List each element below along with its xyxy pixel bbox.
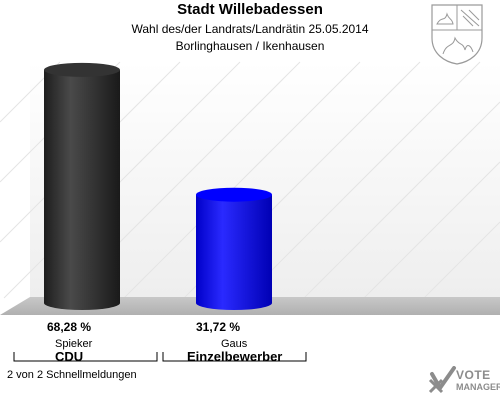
candidate-name-spieker: Spieker [55, 338, 93, 350]
vote-manager-logo: VOTE MANAGER [426, 366, 500, 400]
candidate-name-gaus: Gaus [221, 338, 248, 350]
vote-check-icon [428, 366, 456, 394]
party-label-cdu: CDU [55, 349, 84, 364]
brand-line2: MANAGER [456, 382, 500, 392]
bracket-einzelbewerber [162, 352, 307, 362]
brand-line1: VOTE [456, 368, 491, 382]
chart-subtitle: Wahl des/der Landrats/Landrätin 25.05.20… [131, 22, 369, 36]
footnote-reports: 2 von 2 Schnellmeldungen [7, 369, 137, 381]
value-label-cdu: 68,28 % [47, 320, 92, 334]
bar-einzelbewerber-body [196, 194, 272, 310]
category-brackets [13, 352, 307, 362]
bar-cdu-body [44, 69, 120, 310]
party-label-einzelbewerber: Einzelbewerber [187, 349, 283, 364]
bar-cdu [44, 62, 120, 310]
chart-subtitle-district: Borlinghausen / Ikenhausen [175, 39, 325, 53]
chart-title: Stadt Willebadessen [177, 1, 323, 18]
bars-group [44, 62, 272, 310]
value-label-einzelbewerber: 31,72 % [196, 320, 241, 334]
bar-einzelbewerber-top [196, 187, 272, 202]
bracket-cdu [13, 352, 158, 362]
bar-cdu-top [44, 62, 120, 77]
bar-einzelbewerber [196, 187, 272, 310]
coat-of-arms-icon [431, 4, 483, 65]
chart-back-wall [30, 62, 500, 298]
